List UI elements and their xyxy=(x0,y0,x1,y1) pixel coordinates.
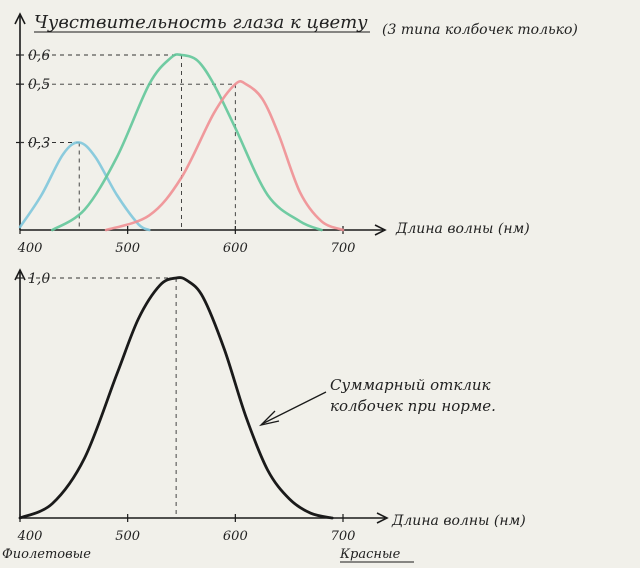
top-series-line-2 xyxy=(104,80,345,232)
top-y-axis-arrow xyxy=(14,12,26,25)
top-series-line-1 xyxy=(51,53,323,232)
top-tick-group: 400 500 600 700 0,3 0,5 0,6 xyxy=(16,48,355,256)
bottom-x-tick-label: 400 xyxy=(17,529,43,544)
bottom-tick-group: 400 500 600 700 1,0 xyxy=(16,271,355,544)
top-x-tick-label: 700 xyxy=(331,241,356,256)
annotation-arrowhead xyxy=(258,410,280,427)
annotation-line2: колбочек при норме. xyxy=(330,397,496,415)
annotation-line1: Суммарный отклик xyxy=(330,376,491,394)
top-y-tick-label: 0,3 xyxy=(28,136,50,152)
top-y-tick-label: 0,5 xyxy=(28,77,50,93)
chart-title-note: (3 типа колбочек только) xyxy=(382,22,578,38)
chart-title: Чувствительность глаза к цвету xyxy=(34,12,368,33)
top-x-tick-label: 500 xyxy=(115,241,140,256)
bottom-x-tick-label: 700 xyxy=(331,529,356,544)
bottom-y-axis-arrow xyxy=(14,268,26,281)
top-y-tick-label: 0,6 xyxy=(28,48,50,64)
annotation-arrow-line xyxy=(261,391,327,425)
bottom-x-axis-label: Длина волны (нм) xyxy=(391,513,526,529)
violet-end-label: Фиолетовые xyxy=(2,547,91,562)
bottom-x-tick-label: 500 xyxy=(115,529,140,544)
top-x-axis-arrow xyxy=(374,224,387,236)
bottom-guide-lines xyxy=(20,277,177,518)
bottom-x-tick-label: 600 xyxy=(223,529,248,544)
top-x-axis-label: Длина волны (нм) xyxy=(395,221,530,237)
top-x-tick-label: 600 xyxy=(223,241,248,256)
bottom-y-tick-label: 1,0 xyxy=(28,271,50,287)
top-x-tick-label: 400 xyxy=(17,241,43,256)
bottom-x-axis-arrow xyxy=(376,512,389,524)
red-end-label: Красные xyxy=(339,547,401,562)
bottom-series-line-0 xyxy=(18,276,334,520)
bottom-series-group xyxy=(18,276,334,520)
top-series-group xyxy=(18,53,345,232)
